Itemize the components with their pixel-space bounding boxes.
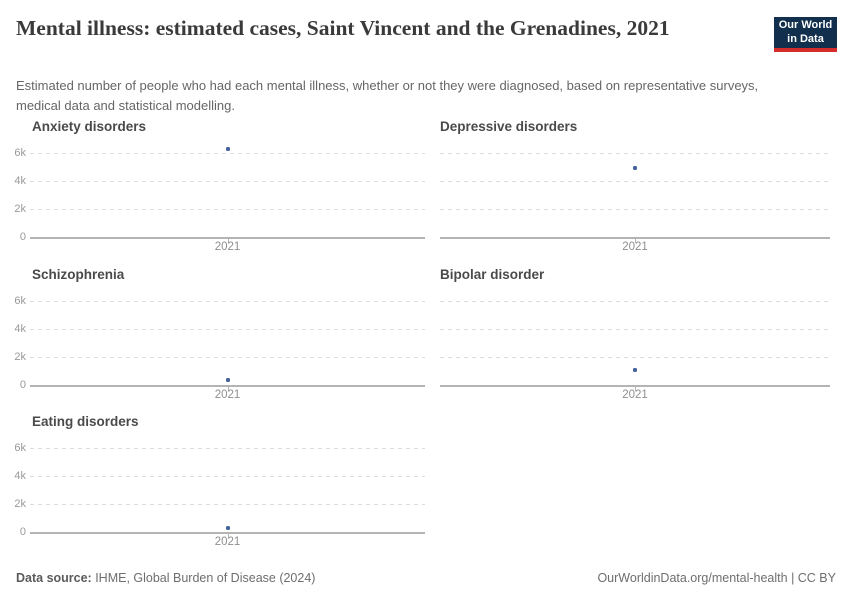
y-tick-label: 2k [14, 203, 26, 215]
y-tick-label: 4k [14, 323, 26, 335]
gridline [30, 357, 425, 358]
x-axis-line [440, 237, 830, 239]
gridline [30, 153, 425, 154]
plot-area: 2021 [440, 265, 830, 407]
chart-panel-bipolar-disorder: Bipolar disorder 2021 [440, 265, 830, 407]
gridline [30, 329, 425, 330]
y-tick-label: 4k [14, 175, 26, 187]
data-source-label: Data source: [16, 571, 92, 585]
gridline [440, 181, 830, 182]
y-tick-label: 6k [14, 147, 26, 159]
y-tick-label: 6k [14, 442, 26, 454]
y-tick-label: 0 [19, 231, 26, 243]
owid-logo-line2: in Data [787, 32, 824, 45]
chart-panel-anxiety-disorders: Anxiety disorders 6k 4k 2k 0 2021 [0, 117, 425, 259]
gridline [440, 329, 830, 330]
x-axis-line [30, 385, 425, 387]
chart-panel-eating-disorders: Eating disorders 6k 4k 2k 0 2021 [0, 412, 425, 554]
owid-logo-line1: Our World [778, 18, 833, 31]
y-tick-label: 0 [19, 526, 26, 538]
owid-license-link[interactable]: OurWorldinData.org/mental-health | CC BY [597, 571, 836, 585]
gridline [30, 209, 425, 210]
x-tick-label: 2021 [214, 241, 241, 253]
y-axis-labels: 6k 4k 2k 0 [0, 265, 26, 407]
chart-panel-depressive-disorders: Depressive disorders 2021 [440, 117, 830, 259]
x-axis-tick [227, 386, 229, 391]
chart-title-bipolar-disorder: Bipolar disorder [440, 267, 545, 282]
x-axis-line [440, 385, 830, 387]
y-axis-labels: 6k 4k 2k 0 [0, 117, 26, 259]
y-tick-label: 4k [14, 470, 26, 482]
gridline [30, 448, 425, 449]
page-subtitle: Estimated number of people who had each … [16, 78, 759, 113]
chart-title-schizophrenia: Schizophrenia [32, 267, 125, 282]
footer: Data source: IHME, Global Burden of Dise… [16, 571, 836, 585]
data-point-eating[interactable] [225, 526, 230, 531]
y-tick-label: 2k [14, 498, 26, 510]
chart-title-depressive-disorders: Depressive disorders [440, 119, 578, 134]
chart-title-anxiety-disorders: Anxiety disorders [32, 119, 147, 134]
gridline [30, 301, 425, 302]
gridline [440, 209, 830, 210]
x-tick-label: 2021 [214, 536, 241, 548]
y-axis-labels: 6k 4k 2k 0 [0, 412, 26, 554]
x-axis-tick [227, 238, 229, 243]
x-axis-line [30, 237, 425, 239]
data-point-depressive[interactable] [633, 166, 637, 171]
plot-area: 2021 [30, 117, 425, 259]
y-tick-label: 2k [14, 351, 26, 363]
x-axis-tick [227, 533, 229, 538]
plot-area: 2021 [440, 117, 830, 259]
gridline [30, 181, 425, 182]
gridline [30, 476, 425, 477]
x-axis-line [30, 532, 425, 534]
data-point-anxiety[interactable] [225, 146, 230, 151]
owid-logo[interactable]: Our World in Data [774, 17, 837, 52]
gridline [30, 504, 425, 505]
data-point-schizophrenia[interactable] [225, 378, 230, 383]
chart-panel-schizophrenia: Schizophrenia 6k 4k 2k 0 2021 [0, 265, 425, 407]
data-point-bipolar[interactable] [633, 368, 637, 373]
gridline [440, 153, 830, 154]
x-tick-label: 2021 [622, 241, 648, 253]
y-tick-label: 0 [19, 379, 26, 391]
data-source-text: IHME, Global Burden of Disease (2024) [91, 571, 316, 585]
x-axis-tick [635, 238, 636, 243]
plot-area: 2021 [30, 265, 425, 407]
page-title: Mental illness: estimated cases, Saint V… [16, 16, 670, 40]
gridline [440, 357, 830, 358]
chart-title-eating-disorders: Eating disorders [32, 414, 139, 429]
plot-area: 2021 [30, 412, 425, 554]
x-axis-tick [635, 386, 636, 391]
y-tick-label: 6k [14, 295, 26, 307]
x-tick-label: 2021 [214, 389, 241, 401]
gridline [440, 301, 830, 302]
data-source: Data source: IHME, Global Burden of Dise… [16, 571, 315, 585]
x-tick-label: 2021 [622, 389, 648, 401]
